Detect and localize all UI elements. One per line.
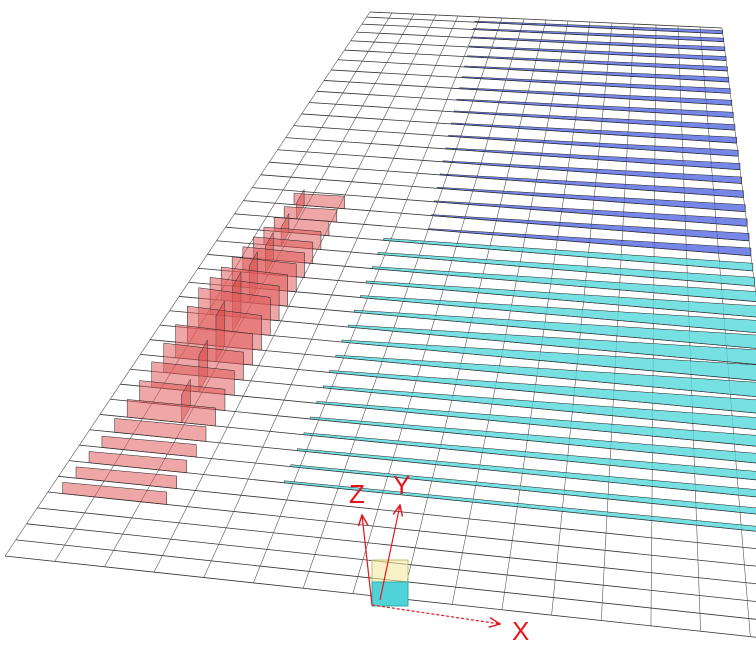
mesh-col bbox=[651, 25, 656, 626]
page: Z Y X (() => { const data = JSON.parse(d… bbox=[0, 0, 756, 658]
mesh-col bbox=[601, 24, 634, 621]
x-label: X bbox=[512, 616, 529, 646]
z-label: Z bbox=[349, 479, 365, 509]
mesh-col bbox=[678, 26, 701, 631]
blue-strip bbox=[475, 21, 723, 34]
mesh-row bbox=[69, 461, 756, 535]
origin-cube bbox=[372, 582, 408, 606]
mesh-col bbox=[5, 12, 370, 556]
y-label: Y bbox=[393, 470, 410, 500]
mesh-row bbox=[48, 492, 756, 570]
model-view: Z Y X bbox=[0, 0, 756, 658]
